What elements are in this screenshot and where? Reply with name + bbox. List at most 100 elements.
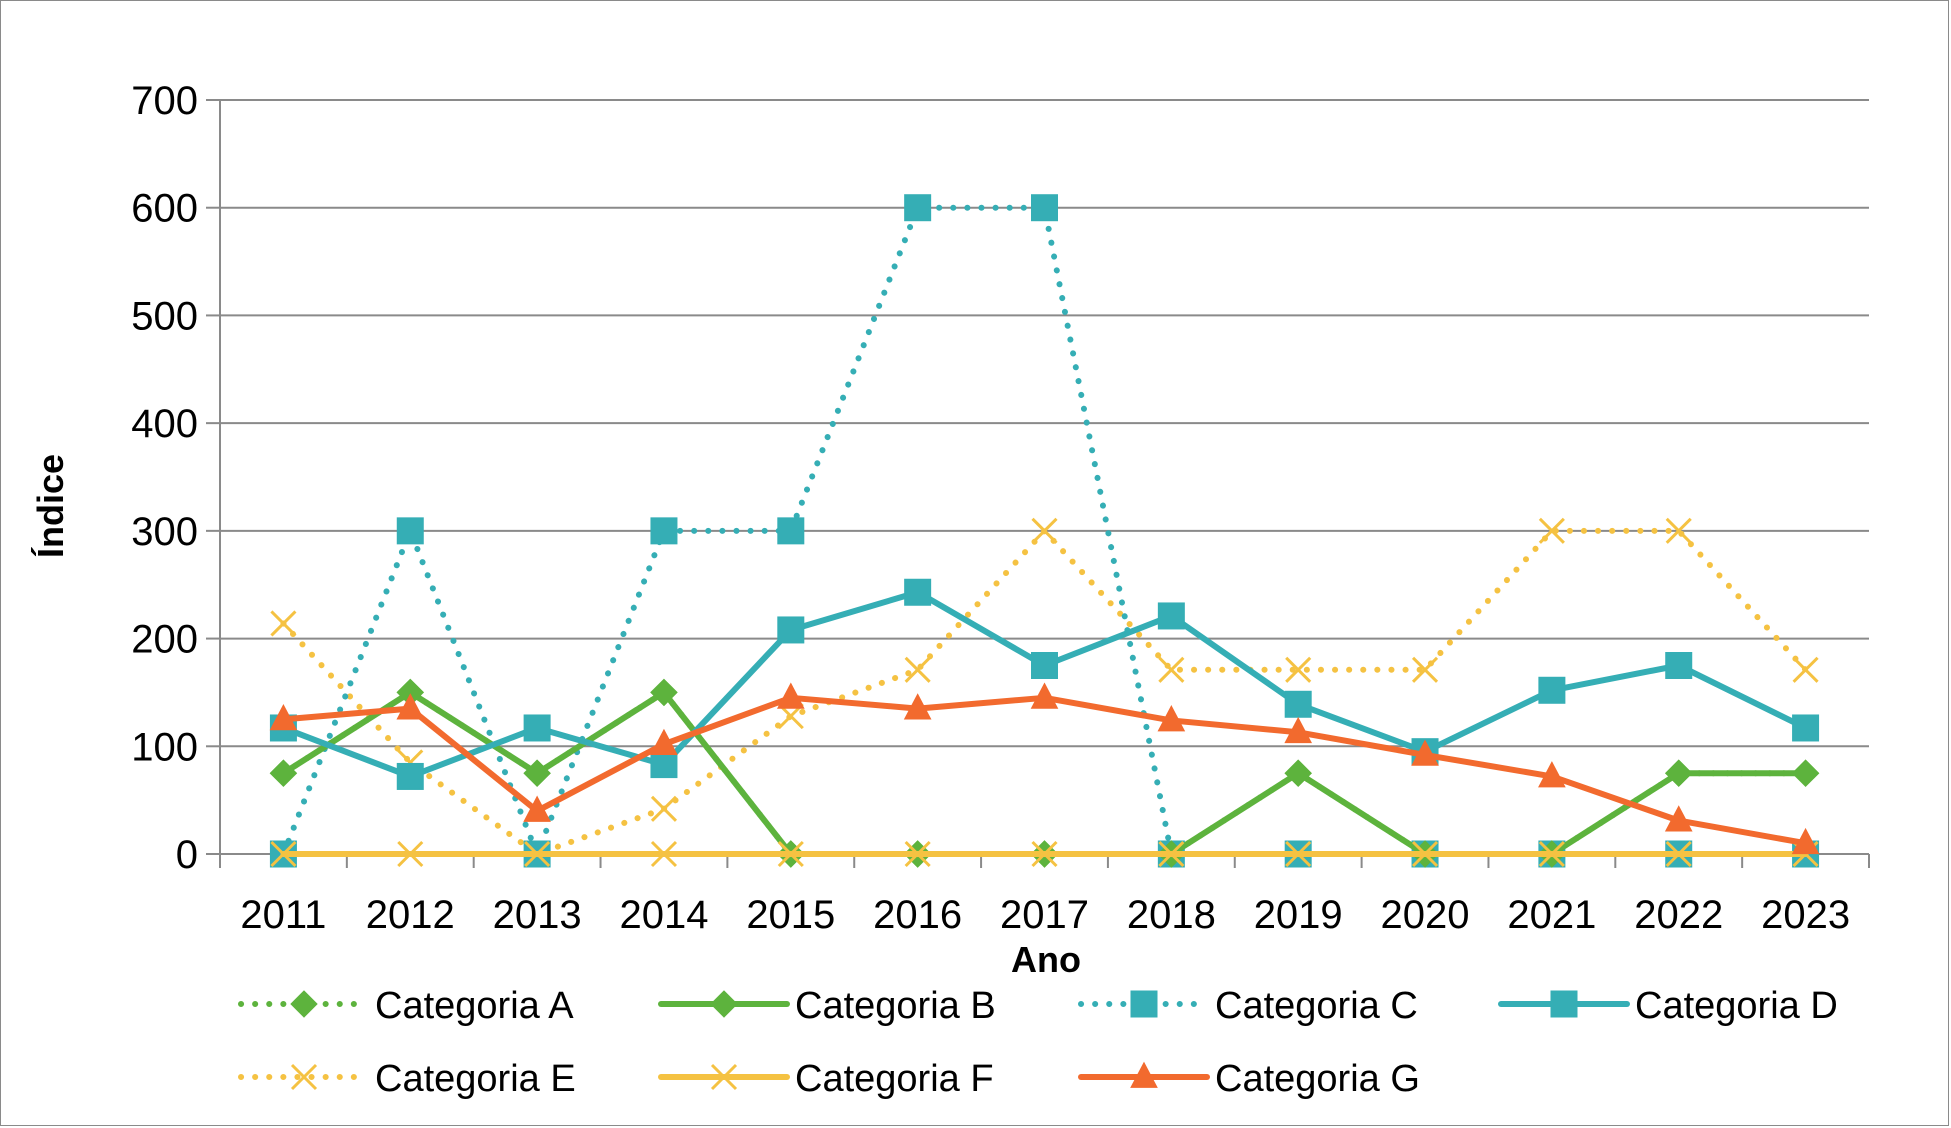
legend-label: Categoria G <box>1215 1058 1420 1100</box>
data-point <box>777 616 805 644</box>
data-point <box>650 751 678 779</box>
data-point <box>1031 652 1058 679</box>
data-point <box>1664 805 1693 832</box>
series-line <box>280 689 1809 857</box>
marker-stroke <box>1285 840 1312 868</box>
marker-stroke <box>397 840 424 868</box>
marker-stroke <box>1665 517 1692 544</box>
data-point <box>1411 739 1439 766</box>
legend: Categoria A Categoria B Categoria C Categor… <box>238 985 1838 1100</box>
data-point <box>903 693 932 720</box>
legend-swatch-marker <box>710 1063 738 1091</box>
data-point <box>1791 827 1820 855</box>
x-tick-label: 2020 <box>1381 893 1470 937</box>
legend-label: Categoria F <box>795 1058 994 1100</box>
x-tick-label: 2015 <box>746 893 835 937</box>
data-point <box>904 578 932 606</box>
data-point <box>1284 690 1312 718</box>
marker-stroke <box>904 656 931 683</box>
data-point <box>1538 761 1566 788</box>
legend-entry: Categoria F <box>658 1058 994 1100</box>
marker-stroke <box>1031 840 1058 868</box>
marker-stroke <box>1158 656 1185 683</box>
data-point <box>1538 676 1566 704</box>
data-point <box>270 840 297 868</box>
data-point <box>1158 840 1185 868</box>
y-axis-title: Índice <box>30 454 71 558</box>
data-point <box>1284 716 1313 744</box>
marker-stroke <box>270 610 297 637</box>
y-tick-label: 600 <box>131 187 198 231</box>
legend-entry: Categoria C <box>1078 985 1418 1027</box>
legend-entry: Categoria E <box>238 1058 576 1100</box>
legend-swatch-marker <box>290 1063 318 1091</box>
data-point <box>904 840 931 868</box>
series-categoria-d <box>269 578 1820 790</box>
legend-entry: Categoria A <box>238 985 574 1027</box>
marker-stroke <box>1665 840 1692 868</box>
marker-stroke <box>650 795 678 822</box>
x-tick-label: 2021 <box>1507 893 1596 937</box>
data-point <box>269 703 298 731</box>
data-point <box>1538 517 1565 544</box>
series-line <box>280 689 1809 857</box>
marker-stroke <box>1158 840 1185 868</box>
legend-swatch-marker <box>710 990 738 1018</box>
legend-entry: Categoria G <box>1078 1058 1420 1100</box>
marker-stroke <box>1411 656 1439 683</box>
marker-stroke <box>270 840 297 868</box>
data-point <box>904 656 931 683</box>
data-point <box>1791 759 1820 787</box>
x-tick-label: 2019 <box>1254 893 1343 937</box>
x-tick-label: 2017 <box>1000 893 1089 937</box>
data-point <box>397 840 424 868</box>
marker-stroke <box>1538 517 1565 544</box>
legend-label: Categoria E <box>375 1058 576 1100</box>
x-tick-label: 2012 <box>366 893 455 937</box>
y-tick-label: 500 <box>131 294 198 338</box>
x-tick-label: 2014 <box>619 893 708 937</box>
x-tick-label: 2016 <box>873 893 962 937</box>
data-point <box>777 517 805 545</box>
data-point <box>650 678 678 707</box>
data-point <box>1157 705 1186 732</box>
series-layer <box>269 194 1820 868</box>
data-point <box>270 610 297 637</box>
data-point <box>1792 656 1819 683</box>
data-point <box>1030 682 1059 709</box>
marker-stroke <box>1285 656 1312 683</box>
series-line <box>280 694 1809 847</box>
data-point <box>904 194 932 222</box>
data-point <box>1411 656 1439 683</box>
series-categoria-g <box>269 682 1820 855</box>
data-point <box>1665 840 1692 868</box>
legend-label: Categoria C <box>1215 985 1418 1027</box>
data-point <box>523 714 551 742</box>
data-point <box>1284 759 1312 787</box>
data-point <box>650 795 678 822</box>
data-point <box>1285 840 1312 868</box>
marker-stroke <box>1411 840 1439 868</box>
data-point <box>1157 602 1185 630</box>
data-point <box>1665 517 1692 544</box>
x-axis-title: Ano <box>1011 939 1081 980</box>
x-tick-label: 2022 <box>1634 893 1723 937</box>
data-point <box>523 795 551 822</box>
data-point <box>1538 840 1565 868</box>
marker-stroke <box>1792 656 1819 683</box>
y-tick-label: 200 <box>131 618 198 662</box>
data-point <box>1158 656 1185 683</box>
data-point <box>1792 714 1820 742</box>
legend-swatch-marker <box>290 990 318 1018</box>
data-point <box>396 517 424 545</box>
data-point <box>777 840 804 868</box>
y-tick-label: 300 <box>131 510 198 554</box>
marker-stroke <box>904 840 931 868</box>
legend-label: Categoria D <box>1635 985 1838 1027</box>
data-point <box>776 682 805 709</box>
data-point <box>1665 652 1693 679</box>
marker-stroke <box>777 840 804 868</box>
data-point <box>650 517 678 545</box>
